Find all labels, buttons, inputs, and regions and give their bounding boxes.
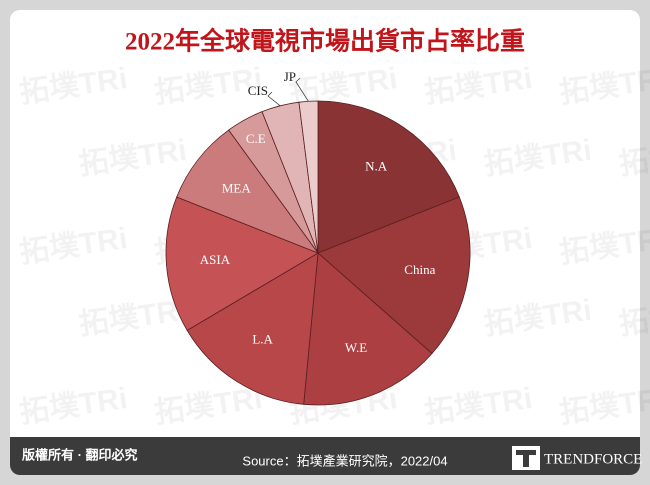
pie-slice [186, 252, 319, 405]
slice-label: C.E [246, 131, 266, 146]
pie-slice [176, 129, 320, 254]
slice-label: N.A [365, 158, 388, 173]
slice-label: ASIA [200, 252, 231, 267]
pie-slice [298, 100, 319, 254]
slice-label: MEA [222, 181, 252, 196]
pie: N.A China W.E L.A ASIA MEA C.E CIS JP [165, 69, 471, 406]
pie-slice [165, 196, 319, 331]
slice-label: JP [284, 69, 296, 84]
pie-slice [317, 196, 471, 355]
pie-slice [317, 100, 460, 254]
pie-slice [303, 252, 433, 406]
logo-icon [516, 450, 536, 467]
slice-label: W.E [345, 340, 367, 355]
brand: TRENDFORCE [544, 451, 642, 467]
leader-line [295, 77, 309, 102]
slice-label: CIS [248, 83, 268, 98]
footer-bar [10, 437, 640, 475]
slice-label: L.A [252, 331, 273, 346]
copyright: 版權所有 · 翻印必究 [22, 447, 138, 462]
chart-title: 2022年全球電視市場出貨市占率比重 [125, 27, 525, 56]
leader-line [267, 91, 281, 107]
source: Source：拓墣產業研究院，2022/04 [242, 453, 447, 468]
slice-label: China [404, 262, 435, 277]
